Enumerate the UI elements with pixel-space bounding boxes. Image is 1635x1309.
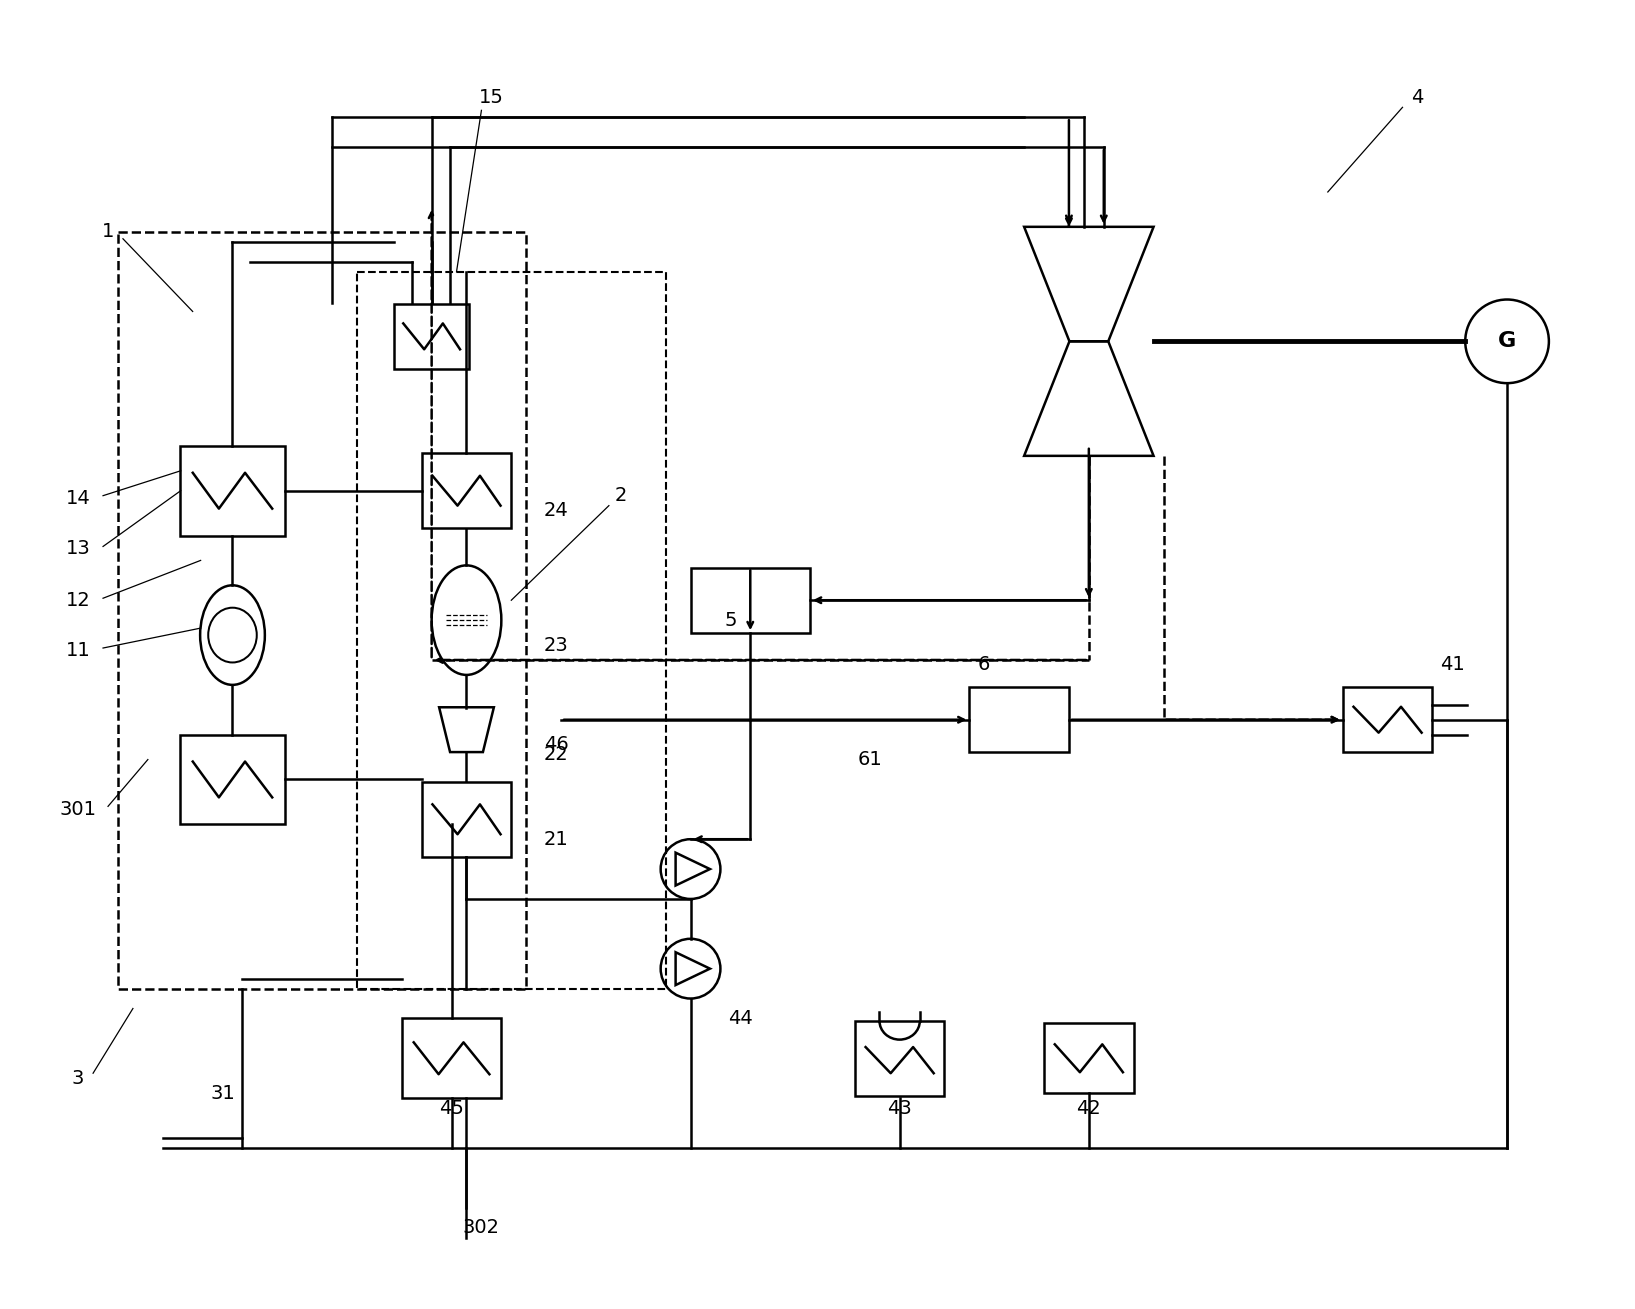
Bar — [180, 734, 284, 825]
Text: 23: 23 — [544, 636, 569, 654]
Text: 41: 41 — [1440, 656, 1465, 674]
Text: 301: 301 — [59, 800, 96, 819]
Bar — [118, 232, 526, 988]
Text: 302: 302 — [463, 1219, 500, 1237]
Bar — [690, 568, 809, 632]
Text: 61: 61 — [857, 750, 883, 770]
Bar — [422, 453, 512, 528]
Text: 1: 1 — [101, 223, 114, 241]
Text: 5: 5 — [724, 610, 737, 630]
Bar — [1342, 687, 1432, 753]
Text: 45: 45 — [440, 1098, 464, 1118]
Text: 14: 14 — [65, 490, 90, 508]
Bar — [356, 272, 665, 988]
Text: 12: 12 — [65, 590, 90, 610]
Text: 4: 4 — [1411, 88, 1424, 107]
Bar — [970, 687, 1069, 753]
Text: 13: 13 — [65, 539, 90, 558]
Text: 11: 11 — [65, 640, 90, 660]
Text: 24: 24 — [544, 501, 569, 520]
Text: G: G — [1498, 331, 1516, 351]
Text: 43: 43 — [888, 1098, 912, 1118]
Text: 2: 2 — [615, 486, 628, 505]
Text: 15: 15 — [479, 88, 504, 107]
Text: 31: 31 — [211, 1084, 235, 1102]
Text: 21: 21 — [544, 830, 569, 848]
Text: 3: 3 — [72, 1068, 85, 1088]
Text: 44: 44 — [728, 1009, 752, 1028]
Bar — [180, 446, 284, 535]
Bar — [1045, 1024, 1133, 1093]
Bar — [855, 1021, 945, 1096]
Text: 42: 42 — [1076, 1098, 1102, 1118]
Bar — [422, 781, 512, 856]
Text: 46: 46 — [544, 736, 569, 754]
Text: 6: 6 — [978, 656, 991, 674]
Bar — [394, 304, 469, 369]
Bar — [402, 1018, 502, 1098]
Text: 22: 22 — [544, 745, 569, 764]
